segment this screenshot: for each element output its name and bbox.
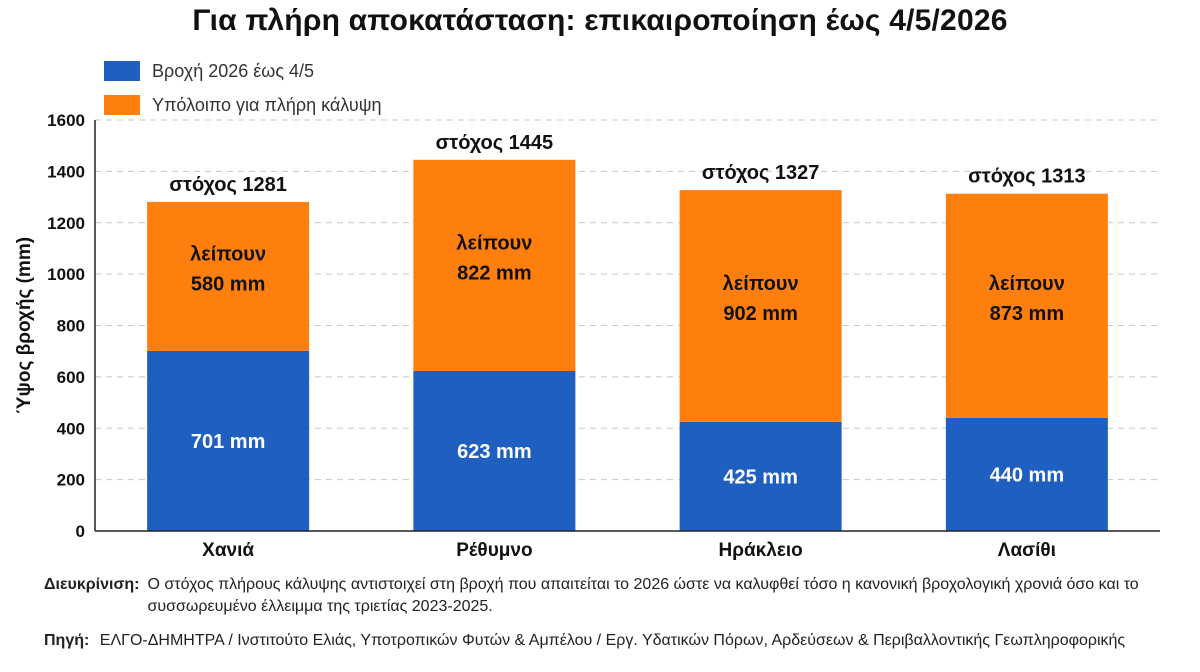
legend-item-rain: Βροχή 2026 έως 4/5 [104,56,382,86]
data-label-rain: 425 mm [723,466,798,488]
data-label-rain: 623 mm [457,441,532,463]
y-tick-label: 1200 [47,214,85,233]
target-label: στόχος 1327 [702,162,820,184]
data-label-remaining: λείπουν 902 mm [723,273,799,325]
y-tick-label: 800 [57,317,85,336]
y-tick-label: 0 [76,522,85,541]
chart-labels: 701 mm λείπουν 580 mm στόχος 1281 Χανιά 623 m… [169,132,1085,561]
legend-label-remaining: Υπόλοιπο για πλήρη κάλυψη [152,94,382,115]
y-tick-label: 1400 [47,162,85,181]
legend-swatch-remaining [104,95,140,115]
note: Διευκρίνιση: Ο στόχος πλήρους κάλυψης αν… [44,574,1164,618]
source-label: Πηγή: [44,632,90,649]
target-label: στόχος 1313 [968,166,1086,188]
data-label-remaining-line: 580 mm [191,273,266,295]
source: Πηγή: ΕΛΓΟ-ΔΗΜΗΤΡΑ / Ινστιτούτο Ελιάς, Υ… [44,632,1174,650]
bar-rain-3 [945,417,1108,531]
bar-remaining-0 [147,201,310,351]
data-label-remaining: λείπουν 580 mm [190,243,266,295]
data-label-remaining-line: 873 mm [990,303,1065,325]
data-label-remaining-line: 902 mm [723,303,798,325]
bar-rain-2 [679,421,842,531]
data-label-rain: 701 mm [191,431,266,453]
data-label-remaining-line: 822 mm [457,262,532,284]
y-tick-label: 1600 [47,111,85,130]
bar-rain-0 [147,350,310,531]
legend-item-remaining: Υπόλοιπο για πλήρη κάλυψη [104,90,382,120]
legend-label-rain: Βροχή 2026 έως 4/5 [152,60,315,81]
x-tick-label: Ηράκλειο [719,540,803,561]
x-tick-label: Χανιά [202,540,254,561]
legend-swatch-rain [104,61,140,81]
bar-remaining-1 [413,159,576,371]
bar-chart: 0 200 400 600 800 1000 1200 1400 1600 Ύψος βροχής… [14,111,1160,561]
data-label-remaining: λείπουν 822 mm [456,232,532,284]
y-tick-label: 400 [57,419,85,438]
data-label-remaining-line: λείπουν [989,273,1065,295]
data-label-remaining-line: λείπουν [190,243,266,265]
data-label-remaining-line: λείπουν [723,273,799,295]
source-text: ΕΛΓΟ-ΔΗΜΗΤΡΑ / Ινστιτούτο Ελιάς, Υποτροπ… [99,632,1126,649]
data-label-remaining-line: λείπουν [456,232,532,254]
target-label: στόχος 1445 [436,132,554,154]
legend: Βροχή 2026 έως 4/5 Υπόλοιπο για πλήρη κά… [104,56,382,124]
bar-remaining-3 [945,193,1108,418]
note-text: Ο στόχος πλήρους κάλυψης αντιστοιχεί στη… [147,576,1139,615]
y-tick-label: 600 [57,368,85,387]
x-tick-label: Ρέθυμνο [456,540,532,561]
y-tick-label: 1000 [47,265,85,284]
data-label-remaining: λείπουν 873 mm [989,273,1065,325]
y-axis-title: Ύψος βροχής (mm) [14,237,35,414]
data-label-rain: 440 mm [990,464,1065,486]
bar-remaining-2 [679,190,842,422]
bars [147,159,1108,531]
chart-title: Για πλήρη αποκατάσταση: επικαιροποίηση έ… [192,4,1008,37]
x-tick-label: Λασίθι [998,540,1056,561]
note-label: Διευκρίνιση: [44,576,140,593]
y-tick-label: 200 [57,471,85,490]
bar-rain-1 [413,370,576,531]
target-label: στόχος 1281 [169,174,287,196]
axes: 0 200 400 600 800 1000 1200 1400 1600 Ύψος βροχής… [14,111,1160,541]
